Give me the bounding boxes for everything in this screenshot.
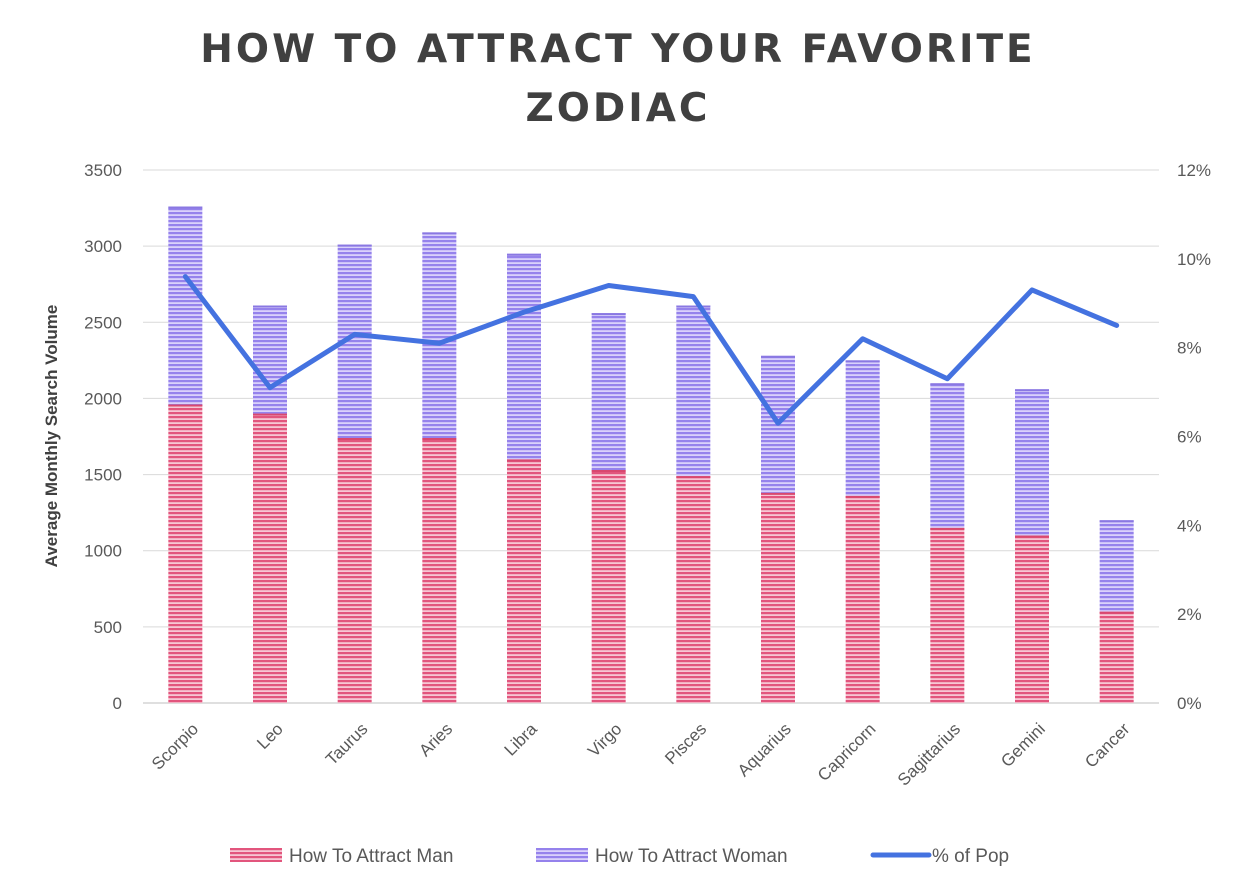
y2-tick-label: 8% xyxy=(1177,339,1202,358)
bar-stack-virgo xyxy=(591,313,626,703)
y-tick-label: 1000 xyxy=(84,542,122,561)
bar-woman-virgo xyxy=(591,313,626,471)
line-series xyxy=(182,274,1120,426)
x-tick-label-cancer: Cancer xyxy=(1081,719,1133,771)
bar-stack-gemini xyxy=(1015,389,1049,703)
y-tick-label: 2000 xyxy=(84,389,122,408)
y2-tick-label: 12% xyxy=(1177,161,1211,180)
gridlines xyxy=(143,169,1159,704)
y-tick-label: 3000 xyxy=(84,237,122,256)
x-tick-label-libra: Libra xyxy=(501,719,542,760)
bar-stack-scorpio xyxy=(168,206,203,703)
bar-woman-capricorn xyxy=(845,360,880,496)
bar-woman-aries xyxy=(422,232,457,439)
y-axis-right: 0% 2% 4% 6% 8% 10% 12% xyxy=(1177,161,1211,713)
bar-woman-scorpio xyxy=(168,206,203,405)
chart-title-line-1: HOW TO ATTRACT YOUR FAVORITE xyxy=(200,27,1035,72)
x-tick-label-taurus: Taurus xyxy=(322,719,372,769)
legend-pop-label: % of Pop xyxy=(932,846,1009,867)
chart-title-line-2: ZODIAC xyxy=(525,86,710,131)
x-tick-label-virgo: Virgo xyxy=(584,719,625,760)
legend-man: How To Attract Man xyxy=(230,846,453,867)
bar-woman-libra xyxy=(507,253,541,460)
bar-stack-taurus xyxy=(337,244,372,703)
bar-woman-leo xyxy=(253,305,287,414)
x-tick-label-pisces: Pisces xyxy=(661,719,710,768)
legend-man-label: How To Attract Man xyxy=(289,846,453,867)
y-axis-title: Average Monthly Search Volume xyxy=(42,305,61,568)
legend: How To Attract Man How To Attract Woman % … xyxy=(230,846,1009,867)
y2-tick-label: 6% xyxy=(1177,428,1202,447)
bar-man-pisces xyxy=(676,476,711,703)
x-tick-label-sagittarius: Sagittarius xyxy=(894,719,964,789)
bar-stack-libra xyxy=(507,253,541,703)
pop-line xyxy=(182,274,1120,426)
bar-series xyxy=(168,206,1134,703)
legend-woman: How To Attract Woman xyxy=(536,846,788,867)
bar-man-sagittarius xyxy=(930,527,965,703)
y-tick-label: 1500 xyxy=(84,466,122,485)
bar-man-libra xyxy=(507,459,541,703)
legend-woman-label: How To Attract Woman xyxy=(595,846,788,867)
bar-man-aries xyxy=(422,438,457,703)
bar-man-taurus xyxy=(337,438,372,703)
y-tick-label: 0 xyxy=(113,694,122,713)
bar-woman-cancer xyxy=(1099,520,1134,612)
x-tick-label-aries: Aries xyxy=(415,719,456,760)
bar-stack-sagittarius xyxy=(930,383,965,703)
legend-woman-swatch xyxy=(536,848,588,862)
x-tick-label-aquarius: Aquarius xyxy=(734,719,795,780)
bar-man-capricorn xyxy=(845,495,880,703)
bar-stack-aries xyxy=(422,232,457,703)
bar-man-leo xyxy=(253,413,287,703)
x-tick-label-capricorn: Capricorn xyxy=(814,719,880,785)
bar-man-aquarius xyxy=(761,492,795,703)
bar-man-scorpio xyxy=(168,404,203,703)
y2-tick-label: 2% xyxy=(1177,605,1202,624)
legend-pop: % of Pop xyxy=(870,846,1009,867)
y-tick-label: 2500 xyxy=(84,313,122,332)
bar-woman-gemini xyxy=(1015,389,1049,536)
bar-stack-cancer xyxy=(1099,520,1134,703)
bar-woman-sagittarius xyxy=(930,383,965,528)
y-axis-left: 0 500 1000 1500 2000 2500 3000 3500 xyxy=(84,161,122,713)
x-tick-label-scorpio: Scorpio xyxy=(148,719,202,773)
bar-stack-leo xyxy=(253,305,287,703)
legend-man-swatch xyxy=(230,848,282,862)
bar-man-cancer xyxy=(1099,611,1134,703)
bar-woman-pisces xyxy=(676,305,711,477)
y-tick-label: 3500 xyxy=(84,161,122,180)
bar-man-gemini xyxy=(1015,535,1049,703)
y2-tick-label: 4% xyxy=(1177,516,1202,535)
x-axis-categories: Scorpio Leo Taurus Aries Libra Virgo Pisces Aqu… xyxy=(148,719,1134,790)
x-tick-label-gemini: Gemini xyxy=(997,719,1049,771)
y2-tick-label: 10% xyxy=(1177,250,1211,269)
chart-title: HOW TO ATTRACT YOUR FAVORITE ZODIAC xyxy=(200,27,1035,131)
y-tick-label: 500 xyxy=(94,618,122,637)
y2-tick-label: 0% xyxy=(1177,694,1202,713)
bar-stack-capricorn xyxy=(845,360,880,703)
bar-man-virgo xyxy=(591,470,626,703)
x-tick-label-leo: Leo xyxy=(253,719,286,752)
bar-stack-pisces xyxy=(676,305,711,703)
